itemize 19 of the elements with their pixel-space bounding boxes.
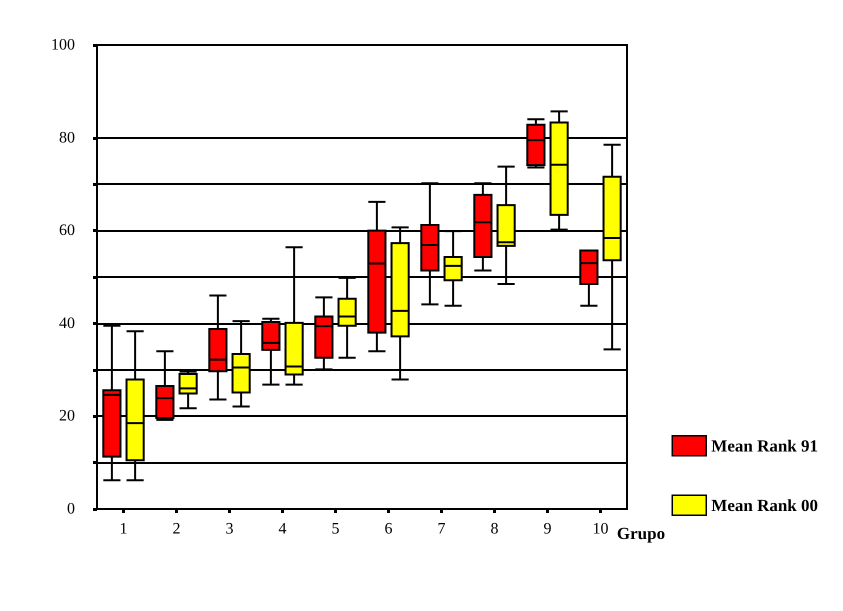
x-tick-label: 3 <box>226 520 234 538</box>
y-tick-label: 60 <box>59 222 75 240</box>
y-tick-label: 80 <box>59 129 75 146</box>
y-tick-label: 100 <box>51 36 75 54</box>
y-tick-label: 20 <box>59 408 75 425</box>
x-axis-title: Grupo <box>616 524 666 543</box>
x-tick-label: 2 <box>172 520 180 538</box>
x-tick-label: 6 <box>384 520 392 538</box>
x-tick-label: 8 <box>490 520 498 538</box>
x-tick-label: 7 <box>438 520 446 538</box>
x-tick-label: 4 <box>278 520 286 538</box>
y-tick-label: 0 <box>67 500 75 518</box>
x-tick-label: 9 <box>544 520 552 538</box>
x-tick-label: 1 <box>120 520 128 538</box>
x-tick-label: 5 <box>332 520 340 538</box>
legend-label: Mean Rank 00 <box>711 496 818 515</box>
legend-label: Mean Rank 91 <box>711 436 818 456</box>
y-tick-label: 40 <box>59 314 75 332</box>
x-tick-label: 10 <box>592 520 608 538</box>
